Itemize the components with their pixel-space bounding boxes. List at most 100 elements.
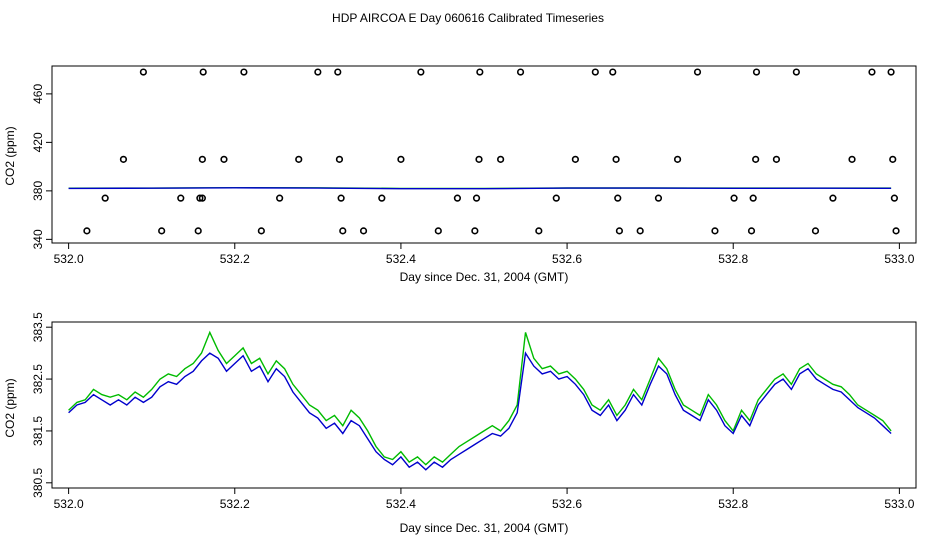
scatter-point — [636, 227, 644, 235]
upper-x-axis-label: Day since Dec. 31, 2004 (GMT) — [400, 270, 569, 284]
upper-x-tick-label: 532.6 — [552, 252, 582, 266]
scatter-point — [295, 155, 303, 163]
upper-series-layer — [68, 186, 892, 190]
scatter-point — [434, 227, 442, 235]
scatter-point — [612, 155, 620, 163]
lower-x-tick-label: 532.2 — [220, 497, 250, 511]
scatter-point — [811, 227, 820, 235]
scatter-point — [397, 155, 405, 163]
scatter-point — [615, 227, 624, 235]
scatter-point — [359, 227, 368, 235]
scatter-point — [772, 155, 781, 163]
scatter-point — [276, 194, 284, 202]
scatter-point — [339, 227, 347, 235]
scatter-point — [337, 194, 345, 202]
scatter-point — [497, 155, 505, 163]
upper-y-tick-label: 460 — [31, 84, 45, 104]
lower-y-tick-label: 383.5 — [31, 312, 45, 342]
scatter-point — [417, 68, 425, 76]
scatter-point — [101, 194, 109, 202]
scatter-point — [749, 194, 757, 202]
upper-y-tick-label: 340 — [31, 229, 45, 249]
scatter-point — [868, 68, 876, 76]
upper-x-axis: 532.0 532.2 532.4 532.6 532.8 533.0 — [54, 243, 915, 266]
lower-x-axis: 532.0 532.2 532.4 532.6 532.8 533.0 — [54, 488, 915, 511]
scatter-point — [535, 227, 543, 235]
lower-y-axis: 380.5 381.5 382.5 383.5 — [31, 312, 52, 498]
lower-x-tick-label: 532.4 — [386, 497, 416, 511]
upper-panel: 532.0 532.2 532.4 532.6 532.8 533.0 340 380 420… — [3, 65, 917, 284]
lower-series-layer — [68, 330, 892, 471]
scatter-point — [119, 155, 128, 163]
scatter-point — [887, 68, 895, 76]
upper-x-tick-label: 532.0 — [54, 252, 84, 266]
scatter-point — [747, 227, 756, 235]
scatter-point — [334, 68, 342, 76]
lower-y-tick-label: 382.5 — [31, 364, 45, 394]
scatter-point — [471, 227, 479, 235]
scatter-point — [889, 155, 897, 163]
lower-y-tick-label: 380.5 — [31, 467, 45, 497]
scatter-point — [752, 155, 760, 163]
scatter-point — [890, 194, 899, 202]
scatter-point — [139, 68, 147, 76]
scatter-point — [711, 227, 719, 235]
scatter-point — [257, 227, 265, 235]
chart-title: HDP AIRCOA E Day 060616 Calibrated Times… — [332, 11, 604, 25]
upper-points-layer — [83, 68, 900, 235]
lower-x-tick-label: 533.0 — [884, 497, 914, 511]
lower-x-tick-label: 532.6 — [552, 497, 582, 511]
upper-x-tick-label: 532.2 — [220, 252, 250, 266]
scatter-point — [591, 68, 599, 76]
upper-y-axis-label: CO2 (ppm) — [3, 126, 17, 185]
scatter-point — [220, 155, 228, 163]
scatter-point — [158, 227, 166, 235]
upper-x-tick-label: 532.4 — [386, 252, 416, 266]
upper-blue-series-line — [68, 187, 892, 190]
scatter-point — [571, 155, 579, 163]
upper-plot-frame — [51, 65, 917, 244]
scatter-point — [378, 194, 386, 202]
upper-x-tick-label: 532.8 — [718, 252, 748, 266]
lower-x-axis-label: Day since Dec. 31, 2004 (GMT) — [400, 521, 569, 535]
upper-y-axis: 340 380 420 460 — [31, 84, 52, 249]
lower-y-axis-label: CO2 (ppm) — [3, 378, 17, 437]
scatter-point — [673, 155, 682, 163]
scatter-point — [829, 194, 837, 202]
scatter-point — [892, 227, 900, 235]
upper-y-tick-label: 380 — [31, 181, 45, 201]
scatter-point — [83, 227, 91, 235]
upper-y-tick-label: 420 — [31, 132, 45, 152]
scatter-point — [472, 194, 481, 202]
scatter-point — [199, 68, 207, 76]
scatter-point — [752, 68, 761, 76]
scatter-point — [196, 194, 204, 202]
scatter-point — [475, 155, 483, 163]
scatter-point — [609, 68, 617, 76]
lower-blue-series-line — [68, 351, 892, 471]
scatter-point — [314, 68, 322, 76]
scatter-point — [335, 155, 344, 163]
lower-green-series-line — [68, 330, 892, 466]
lower-x-tick-label: 532.8 — [718, 497, 748, 511]
lower-y-tick-label: 381.5 — [31, 416, 45, 446]
lower-plot-frame — [51, 321, 917, 489]
scatter-point — [476, 68, 484, 76]
scatter-point — [198, 194, 206, 202]
scatter-point — [614, 194, 622, 202]
scatter-point — [848, 155, 856, 163]
scatter-point — [792, 68, 800, 76]
scatter-point — [240, 68, 248, 76]
upper-x-tick-label: 533.0 — [884, 252, 914, 266]
scatter-point — [730, 194, 738, 202]
scatter-point — [516, 68, 525, 76]
scatter-point — [654, 194, 663, 202]
scatter-point — [177, 194, 185, 202]
lower-x-tick-label: 532.0 — [54, 497, 84, 511]
scatter-point — [198, 155, 206, 163]
lower-panel: 532.0 532.2 532.4 532.6 532.8 533.0 380.5 381.… — [3, 312, 917, 535]
scatter-point — [552, 194, 560, 202]
scatter-point — [693, 68, 702, 76]
scatter-point — [453, 194, 462, 202]
